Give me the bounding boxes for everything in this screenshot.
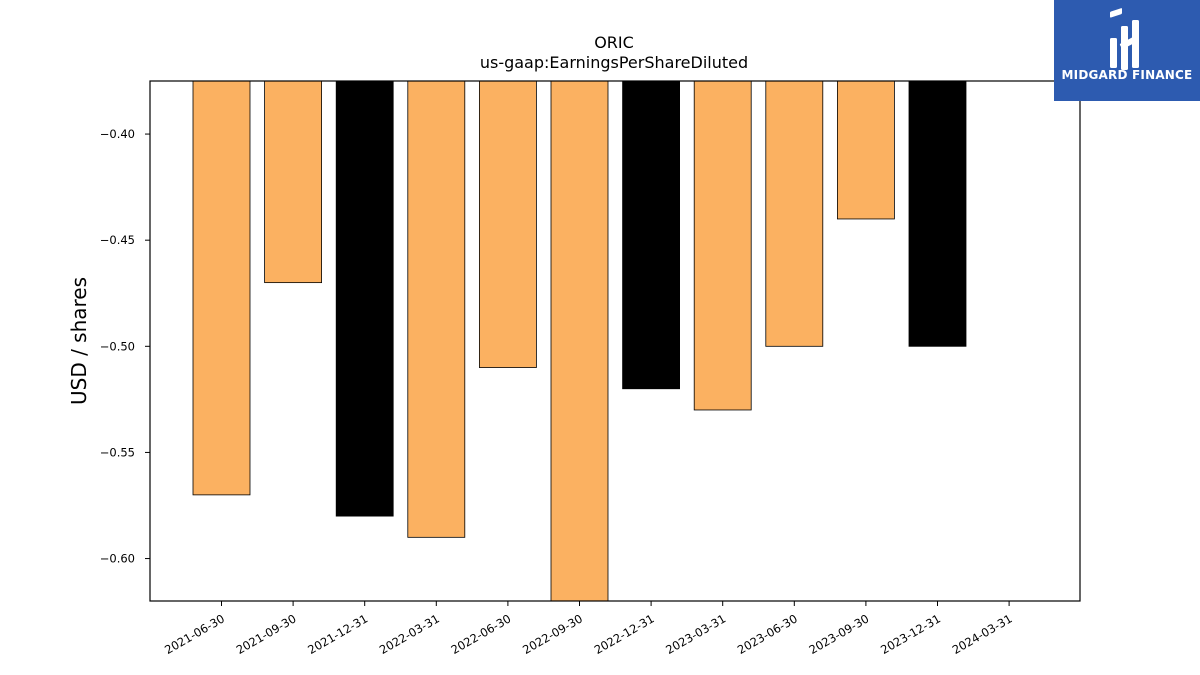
y-tick-label: −0.40 [100,127,135,141]
x-tick-label: 2023-06-30 [735,611,800,657]
chart-title: ORIC [594,33,634,52]
x-tick-label: 2021-09-30 [234,611,299,657]
x-tick-label: 2023-09-30 [807,611,872,657]
x-tick-label: 2022-12-31 [592,611,657,657]
bar-2022-12-31 [622,80,680,390]
bar-2021-09-30 [264,80,323,284]
logo-text: MIDGARD FINANCE [1061,68,1193,82]
x-ticks-group: 2021-06-30 2021-09-30 2021-12-31 2022-03-31… [162,601,1015,657]
x-tick-label: 2023-12-31 [878,611,943,657]
y-ticks-group: −0.40 −0.45 −0.50 −0.55 −0.60 [100,127,150,566]
x-tick-label: 2024-03-31 [950,611,1015,657]
brand-logo: MIDGARD FINANCE [1054,0,1200,101]
bar-2023-03-31 [693,80,752,411]
y-tick-label: −0.45 [100,233,135,247]
y-tick-label: −0.55 [100,445,135,459]
y-tick-label: −0.50 [100,339,135,353]
logo-mark-icon [1110,8,1139,70]
x-tick-label: 2022-06-30 [449,611,514,657]
y-axis-label: USD / shares [67,277,91,405]
x-tick-label: 2022-09-30 [520,611,585,657]
plot-frame [149,80,1081,602]
bar-2022-03-31 [407,80,466,538]
chart-subtitle: us-gaap:EarningsPerShareDiluted [480,53,748,72]
bar-2021-12-31 [335,80,394,517]
x-tick-label: 2022-03-31 [377,611,442,657]
bar-2023-12-31 [908,80,967,347]
bar-2023-09-30 [837,80,895,220]
y-tick-label: −0.60 [100,552,135,566]
x-tick-label: 2023-03-31 [663,611,728,657]
bar-2022-06-30 [478,80,537,368]
bars-group [192,80,967,602]
bar-2023-06-30 [765,80,824,347]
x-tick-label: 2021-12-31 [305,611,370,657]
bar-2021-06-30 [192,80,251,496]
bar-2022-09-30 [550,80,609,602]
x-tick-label: 2021-06-30 [162,611,227,657]
